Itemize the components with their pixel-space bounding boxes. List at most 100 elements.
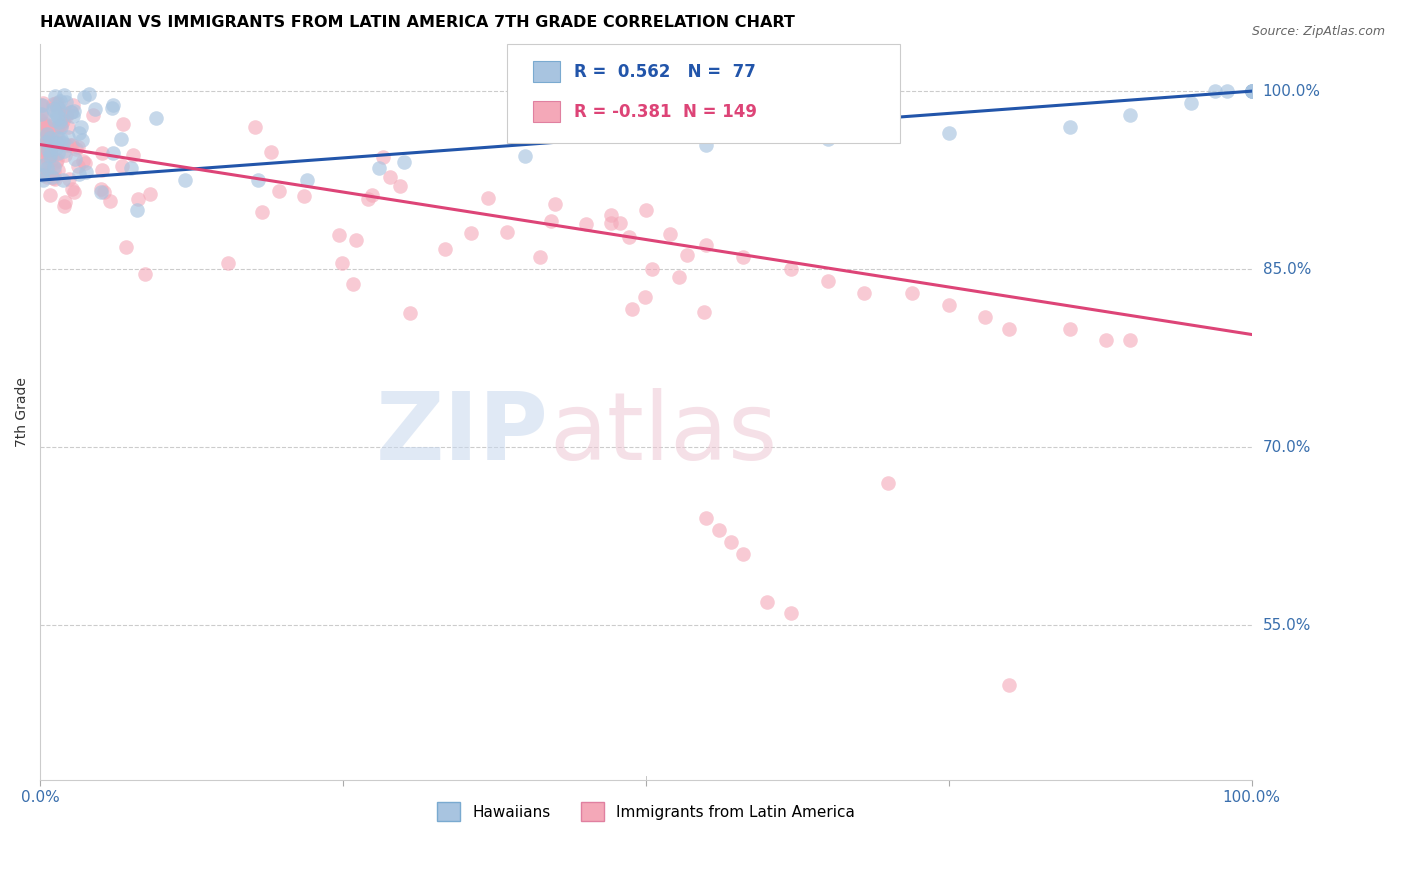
FancyBboxPatch shape xyxy=(533,62,560,82)
Point xyxy=(460,226,482,240)
Point xyxy=(34,158,56,172)
FancyBboxPatch shape xyxy=(506,44,900,143)
Point xyxy=(44,164,66,178)
Point xyxy=(39,130,62,145)
Point xyxy=(63,185,86,199)
Point xyxy=(35,120,58,134)
Point xyxy=(49,119,72,133)
Point xyxy=(30,107,52,121)
Point xyxy=(659,227,682,241)
Point xyxy=(53,148,76,162)
Point xyxy=(32,131,55,145)
Point xyxy=(543,197,565,211)
Point xyxy=(35,127,58,141)
Point xyxy=(55,95,77,110)
Point xyxy=(1240,84,1263,98)
Point xyxy=(70,133,93,147)
Point xyxy=(1240,84,1263,98)
Point xyxy=(82,108,104,122)
Point xyxy=(44,172,66,186)
Point xyxy=(39,153,62,168)
Point xyxy=(51,172,73,186)
Point xyxy=(48,131,70,145)
Point xyxy=(34,117,56,131)
Point xyxy=(217,255,239,269)
Point xyxy=(31,97,53,112)
Point xyxy=(817,274,839,288)
Text: R =  0.562   N =  77: R = 0.562 N = 77 xyxy=(575,62,756,81)
Point xyxy=(134,267,156,281)
Point xyxy=(37,161,59,176)
Point xyxy=(373,150,395,164)
Point xyxy=(1240,84,1263,98)
Point xyxy=(73,89,96,103)
Point xyxy=(45,136,67,150)
Point xyxy=(495,225,517,239)
Point xyxy=(250,205,273,219)
Point xyxy=(1216,84,1239,98)
Point xyxy=(247,173,270,187)
Point xyxy=(91,146,114,161)
Point xyxy=(48,114,70,128)
Point xyxy=(30,146,52,161)
Point xyxy=(513,149,536,163)
FancyBboxPatch shape xyxy=(533,102,560,122)
Point xyxy=(38,145,60,160)
Point xyxy=(30,107,52,121)
Point xyxy=(392,155,415,169)
Point xyxy=(31,169,53,183)
Point xyxy=(998,678,1021,692)
Point xyxy=(51,112,73,127)
Point xyxy=(75,165,97,179)
Point xyxy=(42,113,65,128)
Point xyxy=(37,132,59,146)
Point xyxy=(35,130,58,145)
Point xyxy=(42,139,65,153)
Point xyxy=(90,185,112,199)
Point xyxy=(540,214,562,228)
Point xyxy=(38,120,60,134)
Point xyxy=(48,95,70,110)
Point xyxy=(599,208,621,222)
Point xyxy=(62,109,84,123)
Point xyxy=(695,238,717,252)
Point xyxy=(46,100,69,114)
Text: 70.0%: 70.0% xyxy=(1263,440,1310,455)
Point xyxy=(44,136,66,150)
Point xyxy=(434,242,457,256)
Point xyxy=(53,106,76,120)
Point xyxy=(35,109,58,123)
Point xyxy=(32,138,55,153)
Point xyxy=(344,233,367,247)
Point xyxy=(731,547,754,561)
Point xyxy=(38,165,60,179)
Point xyxy=(59,105,82,120)
Point xyxy=(125,202,148,217)
Point xyxy=(32,126,55,140)
Point xyxy=(60,182,83,196)
Point xyxy=(101,101,124,115)
Point xyxy=(48,119,70,133)
Point xyxy=(41,169,63,184)
Point xyxy=(378,170,401,185)
Point xyxy=(1119,108,1142,122)
Point xyxy=(399,305,422,319)
Point xyxy=(45,108,67,122)
Point xyxy=(58,171,80,186)
Point xyxy=(34,120,56,134)
Point xyxy=(34,135,56,149)
Point xyxy=(30,98,52,112)
Point xyxy=(110,132,132,146)
Point xyxy=(1240,84,1263,98)
Point xyxy=(39,140,62,154)
Point xyxy=(38,148,60,162)
Point xyxy=(676,247,699,261)
Point xyxy=(42,160,65,174)
Point xyxy=(65,142,87,156)
Text: HAWAIIAN VS IMMIGRANTS FROM LATIN AMERICA 7TH GRADE CORRELATION CHART: HAWAIIAN VS IMMIGRANTS FROM LATIN AMERIC… xyxy=(41,15,794,30)
Point xyxy=(342,277,364,291)
Point xyxy=(67,127,90,141)
Point xyxy=(368,161,391,176)
Point xyxy=(621,301,644,316)
Point xyxy=(98,194,121,208)
